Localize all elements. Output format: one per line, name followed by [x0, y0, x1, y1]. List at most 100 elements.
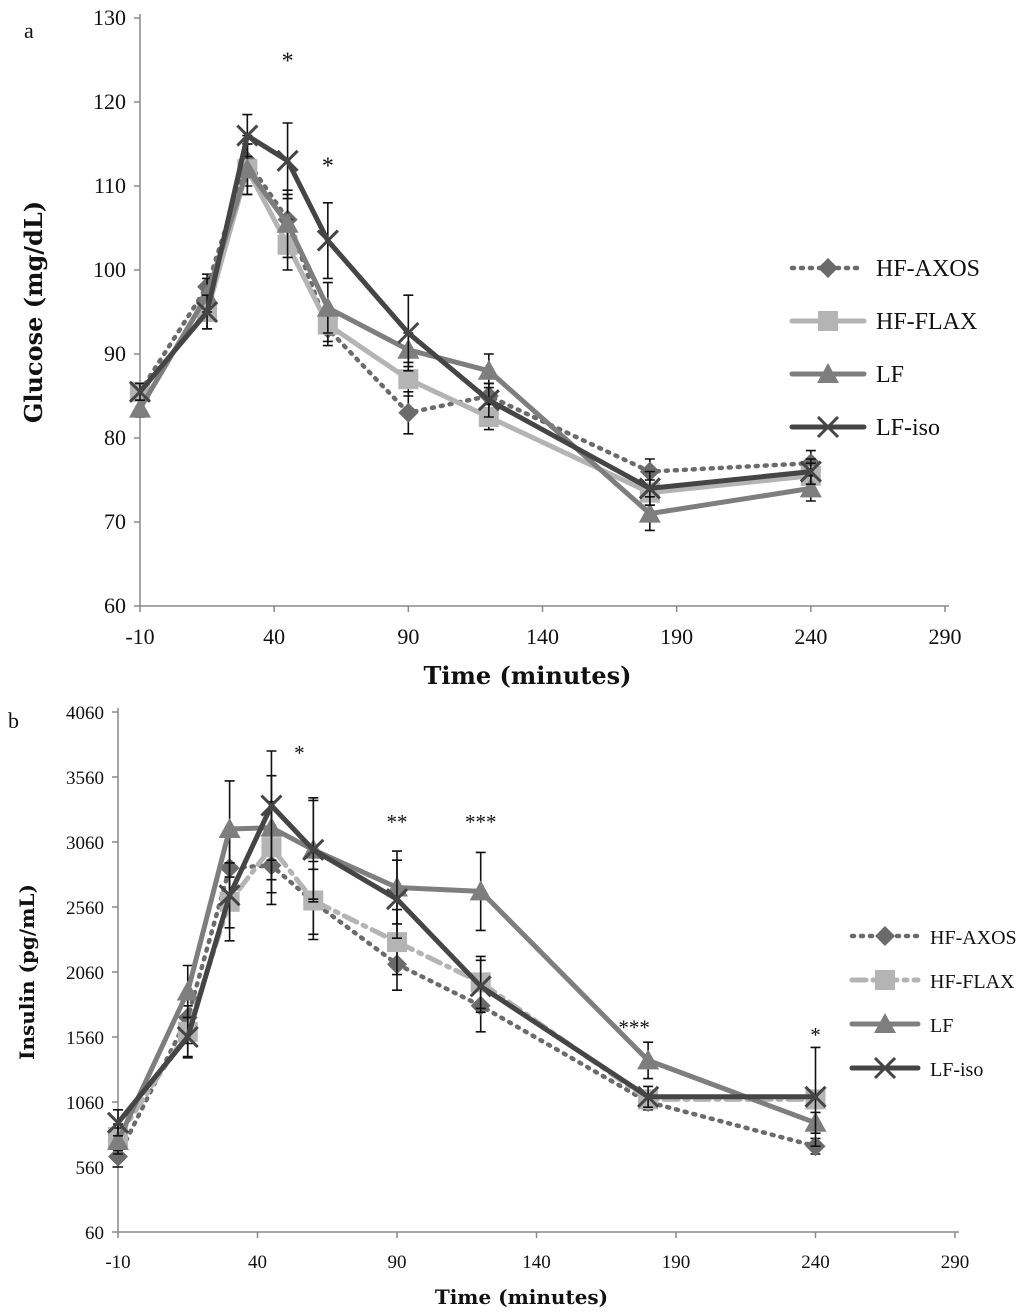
data-point: [106, 1111, 130, 1134]
legend-label: LF: [876, 362, 904, 388]
data-point: [302, 838, 325, 861]
insulin-series-lf-iso: [106, 750, 827, 1147]
data-point: [637, 1085, 660, 1108]
data-point: [218, 884, 241, 907]
glucose-x-tick-label: 190: [660, 624, 693, 649]
legend-marker: [817, 363, 839, 383]
insulin-legend-item: LF-iso: [849, 1056, 983, 1081]
data-point: [385, 888, 409, 911]
insulin-x-tick-label: 90: [388, 1252, 407, 1273]
insulin-significance-label: ***: [618, 1015, 650, 1039]
insulin-panel-label: b: [8, 708, 19, 733]
insulin-y-tick-label: 2060: [66, 963, 104, 984]
insulin-legend-item: HF-AXOS: [849, 926, 1017, 949]
insulin-significance-label: ***: [465, 810, 497, 834]
legend-marker: [818, 311, 838, 331]
series-line: [115, 825, 818, 1144]
data-point: [799, 477, 822, 498]
glucose-chart: 60 70 80 90 100 110 120 130 -10 40 90 140 190 240 290 T…: [19, 5, 980, 690]
glucose-y-axis-title: Glucose (mg/dL): [19, 201, 48, 423]
glucose-significance-label: *: [282, 48, 294, 74]
data-point: [316, 229, 339, 252]
legend-marker: [875, 970, 895, 990]
insulin-chart: 60 560 1060 1560 2060 2560 3060 3560 4060 -10 40 90…: [0, 700, 1024, 1313]
insulin-chart-svg: 60 560 1060 1560 2060 2560 3060 3560 4060 -10 40 90…: [8, 703, 1017, 1309]
data-point: [638, 502, 661, 523]
series-line: [137, 158, 814, 474]
glucose-x-tick-label: 90: [397, 624, 419, 649]
data-point: [276, 212, 299, 233]
legend-marker: [816, 415, 840, 439]
data-point: [236, 124, 259, 147]
data-point: [107, 1130, 129, 1150]
glucose-y-tick-label: 60: [104, 593, 126, 618]
data-point: [316, 296, 339, 317]
glucose-series-lf-iso: [128, 113, 822, 506]
data-point: [469, 975, 492, 998]
legend-label: HF-AXOS: [930, 927, 1017, 949]
glucose-y-tick-label: 80: [104, 425, 126, 450]
glucose-y-tick-label: 110: [94, 173, 126, 198]
data-point: [276, 149, 299, 172]
legend-label: HF-FLAX: [876, 309, 977, 335]
data-point: [637, 1049, 660, 1070]
data-point: [196, 300, 219, 324]
legend-label: LF-iso: [876, 415, 940, 441]
legend-label: HF-AXOS: [876, 256, 980, 282]
insulin-legend-item: LF: [849, 1013, 953, 1037]
data-point: [128, 380, 152, 403]
data-point: [236, 158, 259, 179]
glucose-panel-label: a: [24, 18, 34, 43]
data-point: [196, 284, 219, 305]
data-point: [804, 1085, 827, 1108]
insulin-y-tick-label: 3560: [66, 768, 104, 789]
legend-label: LF-iso: [930, 1059, 983, 1081]
legend-label: HF-FLAX: [930, 971, 1015, 993]
data-point: [218, 818, 241, 838]
legend-marker: [874, 1013, 896, 1033]
insulin-significance-label: **: [387, 810, 408, 834]
data-point: [477, 389, 500, 412]
insulin-x-tick-label: 240: [801, 1252, 830, 1273]
glucose-chart-svg: 60 70 80 90 100 110 120 130 -10 40 90 140 190 240 290 T…: [19, 5, 980, 690]
glucose-legend-item: HF-FLAX: [789, 309, 977, 335]
insulin-y-tick-label: 60: [85, 1223, 104, 1244]
insulin-y-axis-title: Insulin (pg/mL): [15, 884, 39, 1060]
insulin-significance-label: *: [294, 741, 305, 765]
insulin-x-tick-label: 40: [248, 1252, 267, 1273]
data-point: [387, 932, 407, 953]
insulin-significance-label: *: [810, 1023, 821, 1047]
legend-marker: [875, 926, 895, 946]
glucose-x-tick-label: 140: [526, 624, 559, 649]
insulin-y-tick-label: 1060: [66, 1093, 104, 1114]
insulin-x-tick-label: 140: [522, 1252, 551, 1273]
data-point: [176, 1025, 199, 1049]
data-point: [397, 321, 420, 345]
legend-label: LF: [930, 1015, 953, 1037]
data-point: [469, 880, 492, 901]
glucose-x-axis-title: Time (minutes): [424, 661, 632, 690]
data-point: [129, 397, 151, 418]
insulin-x-tick-label: 190: [662, 1252, 691, 1273]
data-point: [260, 794, 283, 817]
glucose-x-tick-label: 290: [929, 624, 962, 649]
glucose-x-tick-label: 40: [263, 624, 285, 649]
data-point: [398, 402, 419, 423]
insulin-y-tick-label: 560: [76, 1158, 105, 1179]
data-point: [176, 980, 199, 1001]
legend-marker: [818, 258, 838, 278]
series-line: [137, 166, 814, 517]
glucose-legend-item: LF-iso: [789, 415, 940, 441]
insulin-y-tick-label: 3060: [66, 833, 104, 854]
glucose-y-tick-label: 100: [93, 257, 126, 282]
insulin-legend-item: HF-FLAX: [849, 970, 1015, 993]
glucose-y-tick-label: 90: [104, 341, 126, 366]
glucose-y-tick-label: 130: [93, 5, 126, 30]
insulin-y-tick-label: 4060: [66, 703, 104, 724]
glucose-legend-item: LF: [789, 362, 904, 388]
series-line: [137, 166, 814, 496]
insulin-x-tick-label: 290: [941, 1252, 970, 1273]
data-point: [398, 369, 419, 390]
glucose-y-tick-label: 120: [93, 89, 126, 114]
data-point: [638, 477, 661, 500]
